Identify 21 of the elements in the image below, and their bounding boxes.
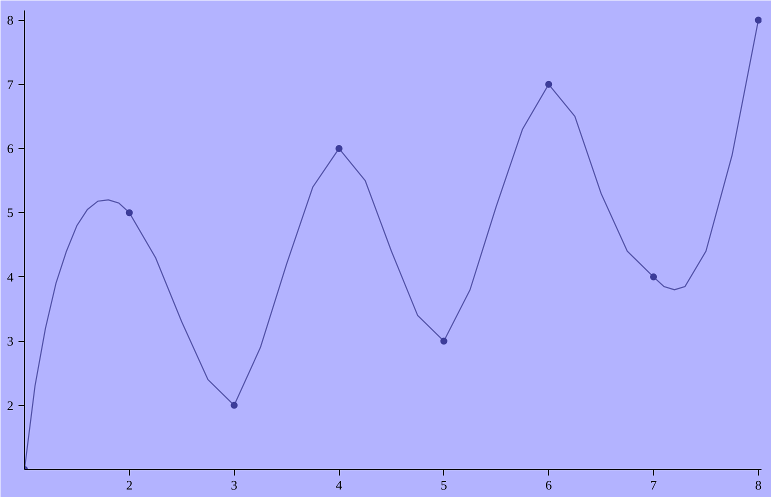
x-tick-label: 5 (440, 478, 448, 492)
x-tick-label: 7 (650, 478, 658, 492)
point (650, 273, 658, 280)
x-tick-label: 4 (336, 478, 343, 492)
point (440, 338, 448, 345)
y-tick-label: 8 (7, 12, 14, 28)
y-tick-label: 5 (7, 205, 14, 220)
point (126, 209, 133, 216)
x-tick-label: 2 (126, 478, 133, 492)
x-tick-label: 6 (545, 478, 552, 492)
y-tick-label: 4 (7, 269, 14, 284)
y-tick-label: 7 (7, 76, 14, 92)
point (336, 145, 343, 152)
y-tick-label: 3 (7, 334, 14, 349)
x-tick-label: 8 (755, 478, 762, 492)
point (754, 16, 762, 24)
x-tick-label: 3 (230, 478, 238, 492)
point (230, 402, 238, 409)
point (545, 80, 552, 88)
y-tick-label: 2 (7, 398, 14, 413)
y-tick-label: 6 (7, 141, 14, 156)
